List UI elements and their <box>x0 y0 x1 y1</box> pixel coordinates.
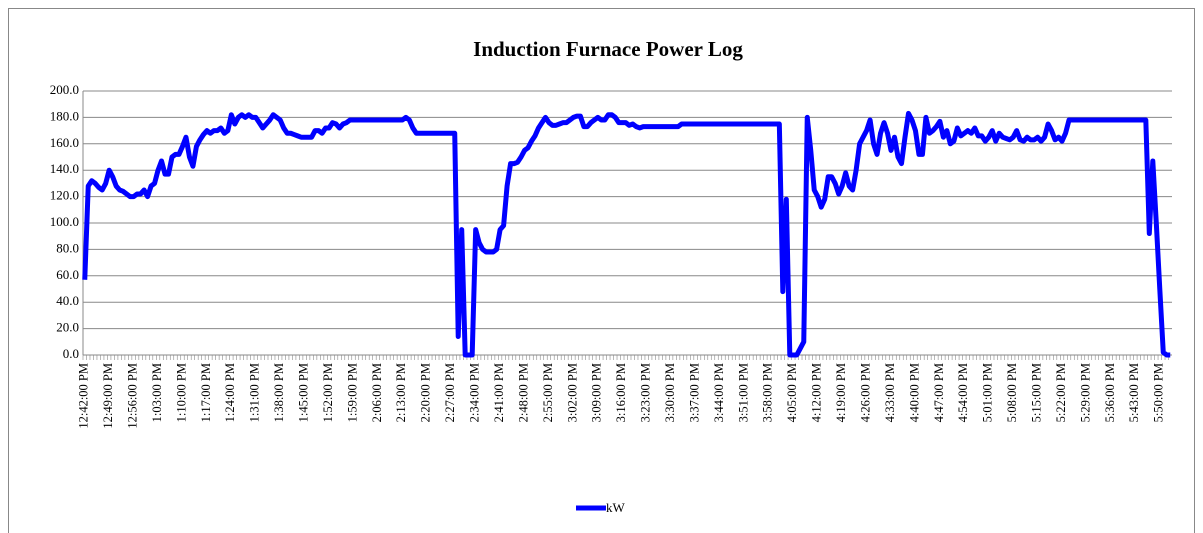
x-tick-label: 4:12:00 PM <box>810 363 824 422</box>
x-tick-label: 2:13:00 PM <box>394 363 408 422</box>
y-tick-label: 40.0 <box>56 293 79 308</box>
x-tick-label: 2:27:00 PM <box>443 363 457 422</box>
x-tick-label: 4:05:00 PM <box>785 363 799 422</box>
x-tick-label: 5:01:00 PM <box>981 363 995 422</box>
y-tick-label: 100.0 <box>50 214 79 229</box>
y-tick-label: 200.0 <box>50 82 79 97</box>
x-tick-label: 5:43:00 PM <box>1127 363 1141 422</box>
x-tick-label: 5:50:00 PM <box>1152 363 1166 422</box>
x-tick-label: 12:42:00 PM <box>77 363 91 429</box>
x-tick-label: 2:06:00 PM <box>370 363 384 422</box>
x-tick-label: 3:09:00 PM <box>590 363 604 422</box>
x-tick-label: 5:36:00 PM <box>1103 363 1117 422</box>
x-tick-label: 5:15:00 PM <box>1029 363 1043 422</box>
y-tick-label: 80.0 <box>56 240 79 255</box>
x-tick-label: 2:20:00 PM <box>419 363 433 422</box>
x-tick-label: 2:41:00 PM <box>492 363 506 422</box>
x-tick-label: 2:55:00 PM <box>541 363 555 422</box>
y-tick-label: 160.0 <box>50 135 79 150</box>
x-tick-label: 3:30:00 PM <box>663 363 677 422</box>
x-tick-label: 4:33:00 PM <box>883 363 897 422</box>
x-tick-label: 3:16:00 PM <box>614 363 628 422</box>
x-tick-label: 4:19:00 PM <box>834 363 848 422</box>
x-tick-label: 1:38:00 PM <box>272 363 286 422</box>
legend-label: kW <box>606 500 626 515</box>
x-tick-label: 3:02:00 PM <box>565 363 579 422</box>
y-tick-label: 20.0 <box>56 320 79 335</box>
data-line <box>82 110 1171 358</box>
x-tick-label: 1:17:00 PM <box>199 363 213 422</box>
x-tick-label: 2:34:00 PM <box>468 363 482 422</box>
x-tick-label: 1:52:00 PM <box>321 363 335 422</box>
y-tick-label: 140.0 <box>50 161 79 176</box>
x-tick-label: 1:59:00 PM <box>345 363 359 422</box>
x-tick-label: 5:08:00 PM <box>1005 363 1019 422</box>
y-tick-label: 180.0 <box>50 108 79 123</box>
x-tick-label: 1:24:00 PM <box>223 363 237 422</box>
y-tick-label: 0.0 <box>63 346 79 361</box>
x-tick-label: 3:58:00 PM <box>761 363 775 422</box>
chart-border <box>8 8 1195 533</box>
chart-title: Induction Furnace Power Log <box>473 37 743 61</box>
y-tick-label: 60.0 <box>56 267 79 282</box>
x-tick-label: 4:40:00 PM <box>907 363 921 422</box>
x-tick-label: 4:26:00 PM <box>858 363 872 422</box>
x-tick-label: 1:31:00 PM <box>248 363 262 422</box>
x-tick-label: 5:29:00 PM <box>1078 363 1092 422</box>
x-tick-label: 3:37:00 PM <box>687 363 701 422</box>
x-tick-label: 2:48:00 PM <box>516 363 530 422</box>
x-tick-label: 5:22:00 PM <box>1054 363 1068 422</box>
x-tick-label: 1:10:00 PM <box>174 363 188 422</box>
x-tick-label: 1:45:00 PM <box>297 363 311 422</box>
x-tick-label: 1:03:00 PM <box>150 363 164 422</box>
x-tick-label: 3:44:00 PM <box>712 363 726 422</box>
x-tick-label: 3:51:00 PM <box>736 363 750 422</box>
y-tick-label: 120.0 <box>50 188 79 203</box>
x-tick-label: 12:49:00 PM <box>101 363 115 429</box>
x-tick-label: 12:56:00 PM <box>125 363 139 429</box>
x-tick-label: 4:47:00 PM <box>932 363 946 422</box>
x-tick-label: 3:23:00 PM <box>639 363 653 422</box>
x-tick-label: 4:54:00 PM <box>956 363 970 422</box>
